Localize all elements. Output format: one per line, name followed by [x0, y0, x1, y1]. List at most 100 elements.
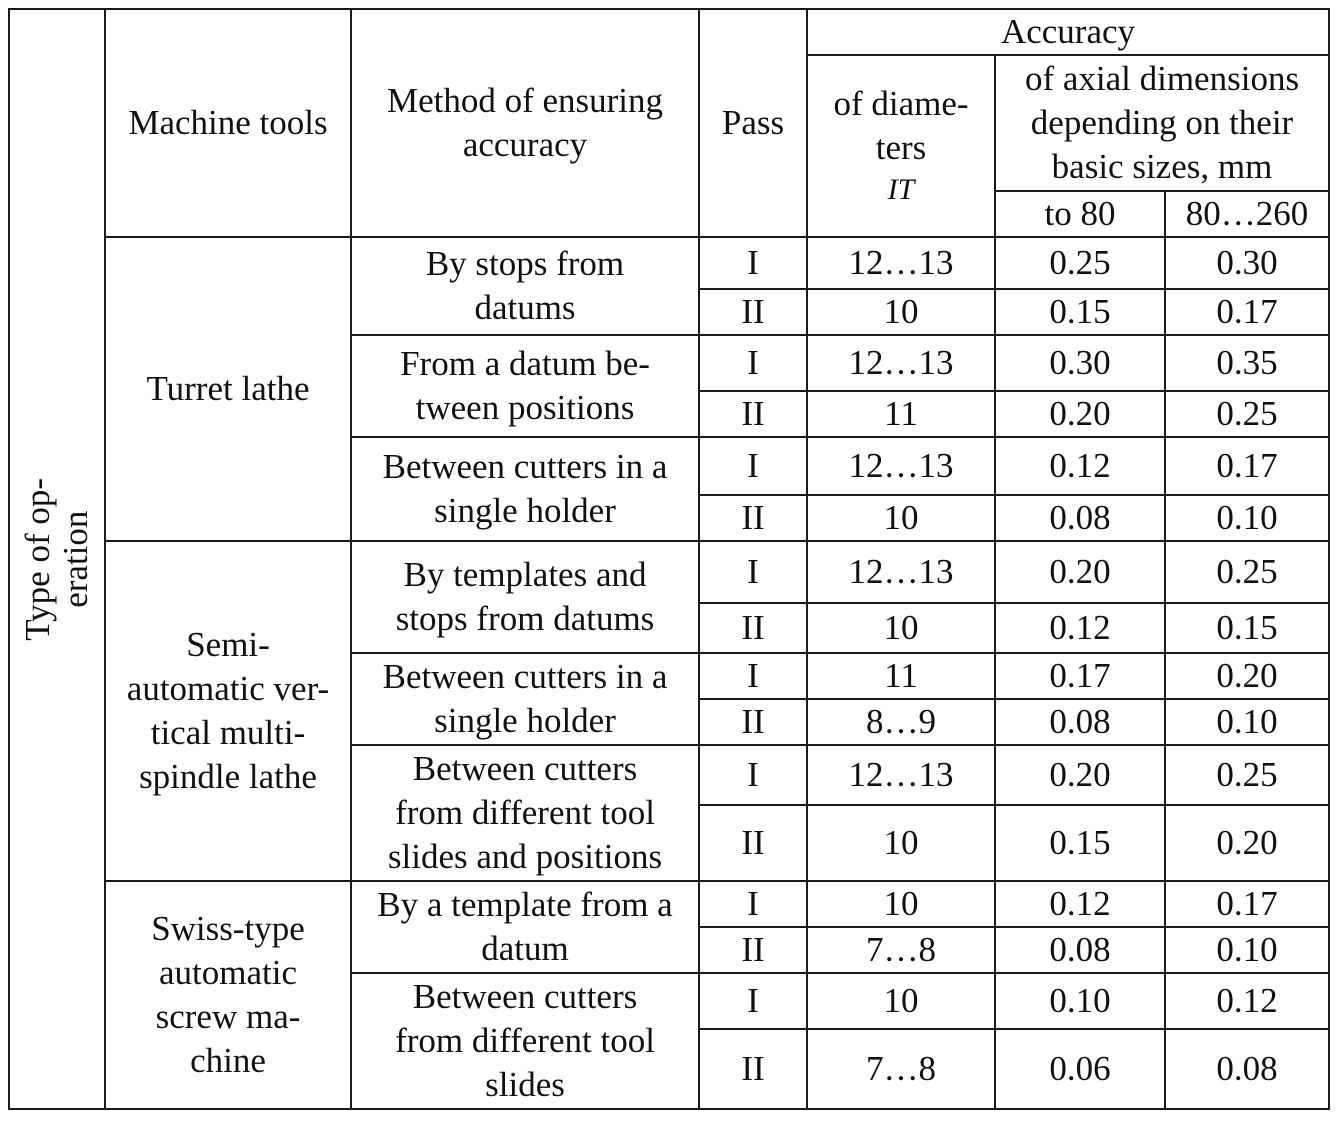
pass-header: Pass: [698, 8, 808, 238]
table-row: II 11 0.20 0.25: [9, 390, 1330, 438]
method-cell: By stops from datums: [350, 236, 700, 336]
it-grade-cell: 12…13: [806, 334, 996, 392]
pass-cell: II: [698, 288, 808, 336]
method-cell: Between cutters in a single holder: [350, 436, 700, 542]
80-260-cell: 0.10: [1164, 926, 1330, 974]
pass-cell: I: [698, 334, 808, 392]
to-80-cell: 0.12: [994, 602, 1166, 654]
table-row: Between cutters from different tool slid…: [9, 972, 1330, 1110]
pass-cell: II: [698, 926, 808, 974]
pass-cell: I: [698, 972, 808, 1030]
diameters-header: of diame- ters IT: [806, 54, 996, 238]
method-cell: By a template from a datum: [350, 880, 700, 974]
machine-tool-cell: Semi- automatic ver- tical multi- spindl…: [104, 540, 352, 882]
table-row: Between cutters in a single holder I 11 0.1…: [9, 652, 1330, 746]
it-grade-cell: 7…8: [806, 926, 996, 974]
to-80-cell: 0.08: [994, 494, 1166, 542]
it-grade-cell: 12…13: [806, 744, 996, 806]
it-grade-cell: 10: [806, 972, 996, 1030]
method-cell: From a datum be- tween positions: [350, 334, 700, 438]
table-row: II 10 0.15 0.20: [9, 804, 1330, 882]
80-260-header: 80…260: [1164, 190, 1330, 238]
machine-tool-cell: Turret lathe: [104, 236, 352, 542]
pass-cell: I: [698, 880, 808, 928]
table-row: Swiss-type automatic screw ma- chine By a…: [9, 880, 1330, 1110]
it-grade-cell: 11: [806, 390, 996, 438]
it-grade-cell: 10: [806, 288, 996, 336]
to-80-cell: 0.08: [994, 926, 1166, 974]
it-grade-cell: 12…13: [806, 540, 996, 604]
80-260-cell: 0.12: [1164, 972, 1330, 1030]
pass-cell: I: [698, 652, 808, 700]
axial-dimensions-header: of axial dimensions depending on their b…: [994, 54, 1330, 192]
80-260-cell: 0.30: [1164, 236, 1330, 290]
80-260-cell: 0.08: [1164, 1028, 1330, 1110]
80-260-cell: 0.15: [1164, 602, 1330, 654]
to-80-header: to 80: [994, 190, 1166, 238]
table-row: Between cutters from different tool slid…: [9, 744, 1330, 882]
to-80-cell: 0.30: [994, 334, 1166, 392]
pass-cell: I: [698, 540, 808, 604]
it-grade-cell: 7…8: [806, 1028, 996, 1110]
accuracy-table-container: Type of op- eration Machine tools Method…: [8, 8, 1330, 1110]
to-80-cell: 0.20: [994, 744, 1166, 806]
to-80-cell: 0.08: [994, 698, 1166, 746]
table-row: Turret lathe By stops from datums I 12…13 0.…: [9, 236, 1330, 542]
pass-cell: II: [698, 602, 808, 654]
80-260-cell: 0.35: [1164, 334, 1330, 392]
table-row: II 10 0.12 0.15: [9, 602, 1330, 654]
80-260-cell: 0.17: [1164, 288, 1330, 336]
method-cell: By templates and stops from datums: [350, 540, 700, 654]
table-row: II 8…9 0.08 0.10: [9, 698, 1330, 746]
to-80-cell: 0.20: [994, 540, 1166, 604]
machine-tool-cell: Swiss-type automatic screw ma- chine: [104, 880, 352, 1110]
80-260-cell: 0.17: [1164, 880, 1330, 928]
table-body: Type of op- eration Machine tools Method…: [8, 8, 1330, 1110]
it-grade-cell: 10: [806, 880, 996, 928]
method-header: Method of ensuring accuracy: [350, 8, 700, 238]
machine-tools-header: Machine tools: [104, 8, 352, 238]
accuracy-header: Accuracy: [806, 8, 1330, 56]
type-of-operation-label: Type of op- eration: [18, 477, 95, 641]
to-80-cell: 0.15: [994, 288, 1166, 336]
it-grade-cell: 12…13: [806, 436, 996, 496]
table-row: II 10 0.15 0.17: [9, 288, 1330, 336]
table-row: Semi- automatic ver- tical multi- spindl…: [9, 540, 1330, 882]
method-cell: Between cutters in a single holder: [350, 652, 700, 746]
accuracy-table: Type of op- eration Machine tools Method…: [8, 8, 1330, 1110]
80-260-cell: 0.20: [1164, 652, 1330, 700]
it-grade-cell: 10: [806, 602, 996, 654]
80-260-cell: 0.10: [1164, 698, 1330, 746]
to-80-cell: 0.10: [994, 972, 1166, 1030]
it-grade-cell: 12…13: [806, 236, 996, 290]
pass-cell: II: [698, 804, 808, 882]
80-260-cell: 0.25: [1164, 744, 1330, 806]
to-80-cell: 0.15: [994, 804, 1166, 882]
to-80-cell: 0.12: [994, 880, 1166, 928]
diameters-label: of diame- ters: [833, 84, 969, 167]
method-cell: Between cutters from different tool slid…: [350, 744, 700, 882]
80-260-cell: 0.25: [1164, 390, 1330, 438]
table-row: II 7…8 0.06 0.08: [9, 1028, 1330, 1110]
pass-cell: II: [698, 390, 808, 438]
pass-cell: II: [698, 1028, 808, 1110]
method-cell: Between cutters from different tool slid…: [350, 972, 700, 1110]
80-260-cell: 0.20: [1164, 804, 1330, 882]
to-80-cell: 0.25: [994, 236, 1166, 290]
pass-cell: II: [698, 494, 808, 542]
it-grade-cell: 11: [806, 652, 996, 700]
to-80-cell: 0.06: [994, 1028, 1166, 1110]
80-260-cell: 0.17: [1164, 436, 1330, 496]
table-row: II 10 0.08 0.10: [9, 494, 1330, 542]
it-label: IT: [887, 173, 915, 206]
it-grade-cell: 10: [806, 804, 996, 882]
pass-cell: I: [698, 744, 808, 806]
pass-cell: I: [698, 436, 808, 496]
type-of-operation-header: Type of op- eration: [8, 8, 106, 1110]
80-260-cell: 0.25: [1164, 540, 1330, 604]
table-row: Between cutters in a single holder I 12…13…: [9, 436, 1330, 542]
table-row: II 7…8 0.08 0.10: [9, 926, 1330, 974]
80-260-cell: 0.10: [1164, 494, 1330, 542]
it-grade-cell: 10: [806, 494, 996, 542]
pass-cell: II: [698, 698, 808, 746]
